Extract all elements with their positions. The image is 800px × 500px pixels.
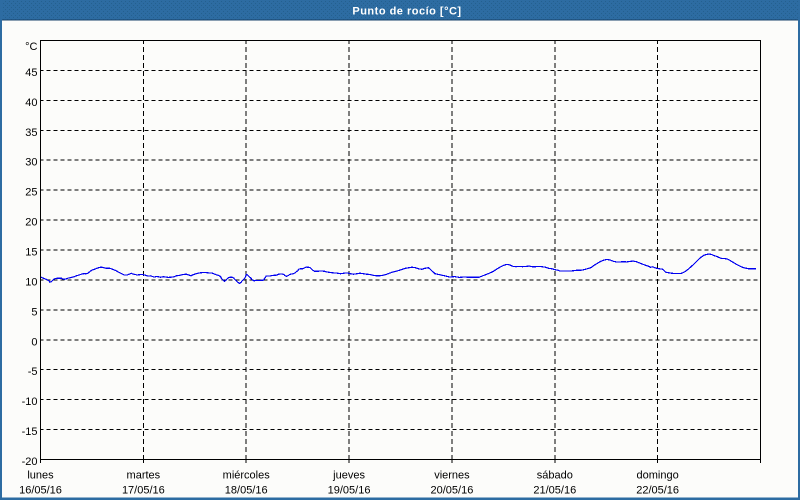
svg-text:-10: -10 [22, 396, 38, 408]
svg-text:45: 45 [25, 67, 37, 79]
svg-text:miércoles: miércoles [223, 469, 271, 481]
svg-text:-5: -5 [28, 366, 38, 378]
svg-text:25: 25 [25, 187, 37, 199]
svg-text:22/05/16: 22/05/16 [636, 485, 679, 497]
svg-text:21/05/16: 21/05/16 [533, 485, 576, 497]
svg-text:martes: martes [127, 469, 161, 481]
svg-text:10: 10 [25, 276, 37, 288]
svg-text:Punto de rocío [°C]: Punto de rocío [°C] [352, 6, 461, 18]
svg-text:17/05/16: 17/05/16 [122, 485, 165, 497]
svg-text:viernes: viernes [434, 469, 470, 481]
svg-text:16/05/16: 16/05/16 [19, 485, 62, 497]
svg-text:18/05/16: 18/05/16 [225, 485, 268, 497]
svg-text:40: 40 [25, 97, 37, 109]
svg-text:-15: -15 [22, 426, 38, 438]
svg-text:20: 20 [25, 217, 37, 229]
svg-text:30: 30 [25, 157, 37, 169]
svg-text:20/05/16: 20/05/16 [431, 485, 474, 497]
svg-text:5: 5 [31, 306, 37, 318]
svg-text:°C: °C [25, 41, 37, 53]
svg-text:15: 15 [25, 247, 37, 259]
svg-text:19/05/16: 19/05/16 [328, 485, 371, 497]
svg-text:jueves: jueves [332, 469, 365, 481]
svg-text:lunes: lunes [27, 469, 54, 481]
svg-text:0: 0 [31, 336, 37, 348]
svg-text:-20: -20 [22, 456, 38, 468]
svg-text:35: 35 [25, 127, 37, 139]
svg-text:sábado: sábado [537, 469, 573, 481]
svg-text:domingo: domingo [637, 469, 679, 481]
